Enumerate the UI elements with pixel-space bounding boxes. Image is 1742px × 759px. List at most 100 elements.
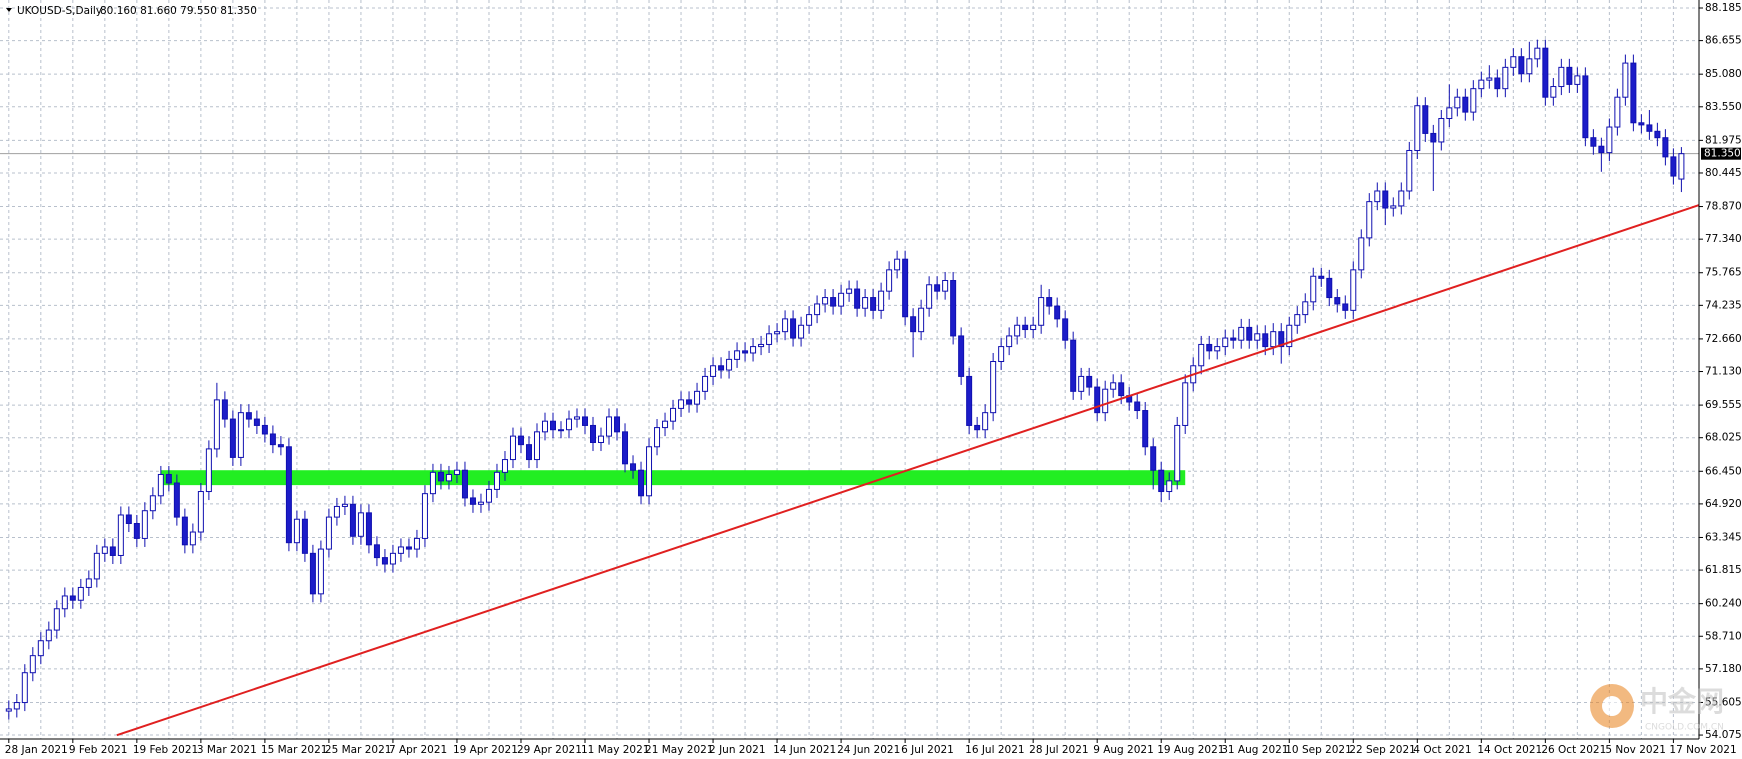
candle-body (1278, 331, 1285, 348)
x-tick-label: 15 Mar 2021 (261, 744, 328, 756)
candle-body (253, 418, 260, 426)
candle-body (1486, 77, 1493, 81)
candle-body (421, 493, 428, 539)
candle-body (157, 473, 164, 497)
candle-body (1518, 56, 1525, 75)
candle-body (141, 510, 148, 539)
watermark-logo-inner (1602, 696, 1622, 716)
candle-body (37, 640, 44, 657)
candle-body (1102, 388, 1109, 414)
candle-body (1398, 190, 1405, 207)
candle-body (1150, 446, 1157, 471)
candle-body (878, 290, 885, 311)
menu-arrow (6, 8, 12, 12)
candle-body (1390, 205, 1397, 209)
candle-body (1326, 277, 1333, 299)
candle-body (61, 595, 68, 610)
candle-body (990, 361, 997, 414)
candle-body (541, 420, 548, 433)
candle-body (557, 429, 564, 432)
candle-body (293, 518, 300, 544)
candle-body (1174, 424, 1181, 482)
candle-body (1422, 105, 1429, 134)
candle-body (437, 471, 444, 482)
candle-body (133, 523, 140, 539)
candle-body (966, 375, 973, 426)
candle-body (822, 297, 829, 305)
candle-body (173, 482, 180, 518)
candle-body (549, 420, 556, 431)
candle-body (1662, 137, 1669, 158)
candle-body (806, 314, 813, 326)
candle-body (1270, 331, 1277, 348)
watermark-title: 中金网 (1640, 685, 1724, 718)
candle-body (1286, 324, 1293, 348)
candle-body (269, 433, 276, 446)
candle-body (566, 418, 573, 431)
candle-body (493, 471, 500, 490)
candle-body (165, 473, 172, 484)
candle-body (1110, 382, 1117, 390)
price-label: 81.350 (1704, 148, 1741, 160)
candle-body (1446, 107, 1453, 120)
candle-body (782, 318, 789, 333)
candle-body (790, 318, 797, 339)
y-tick-label: 69.555 (1705, 399, 1742, 411)
x-tick-label: 3 Mar 2021 (197, 744, 257, 756)
candle-body (734, 350, 741, 360)
candle-body (902, 258, 909, 318)
x-tick-label: 2 Jun 2021 (709, 744, 765, 756)
y-tick-label: 86.655 (1705, 35, 1742, 47)
candle-body (1582, 75, 1589, 139)
candle-body (1462, 96, 1469, 113)
candle-body (317, 548, 324, 595)
candle-body (702, 375, 709, 392)
candle-body (205, 448, 212, 493)
candle-body (582, 416, 589, 426)
candle-body (197, 491, 204, 533)
candle-body (1590, 137, 1597, 147)
candle-body (181, 516, 188, 546)
candle-body (750, 346, 757, 354)
y-tick-label: 75.765 (1705, 267, 1742, 279)
candle-body (1646, 124, 1653, 132)
y-tick-label: 68.025 (1705, 432, 1742, 444)
candle-body (1678, 153, 1685, 180)
candle-body (13, 702, 20, 710)
symbol-label: UKOUSD-S,Daily (17, 5, 102, 17)
y-tick-label: 83.550 (1705, 101, 1742, 113)
candle-body (1342, 303, 1349, 311)
candle-body (517, 435, 524, 446)
candle-body (654, 427, 661, 448)
candle-body (814, 303, 821, 316)
candle-body (525, 444, 532, 461)
candle-body (1062, 318, 1069, 341)
candle-body (918, 307, 925, 333)
y-tick-label: 57.180 (1705, 663, 1742, 675)
candle-body (1038, 297, 1045, 326)
candle-body (1182, 382, 1189, 426)
candle-body (1070, 339, 1077, 392)
candle-body (365, 512, 372, 546)
candle-body (453, 469, 460, 475)
candle-body (774, 331, 781, 335)
candle-body (1046, 297, 1053, 307)
candle-body (614, 416, 621, 433)
x-tick-label: 16 Jul 2021 (965, 744, 1024, 756)
y-tick-label: 72.660 (1705, 333, 1742, 345)
candle-body (1214, 346, 1221, 352)
candle-body (1566, 66, 1573, 85)
candle-body (189, 531, 196, 546)
candle-body (1430, 132, 1437, 143)
candle-body (686, 399, 693, 405)
candle-body (678, 399, 685, 409)
candle-body (1438, 118, 1445, 143)
candle-body (333, 505, 340, 518)
candle-body (1166, 480, 1173, 493)
candle-body (285, 446, 292, 544)
x-tick-label: 9 Aug 2021 (1093, 744, 1154, 756)
candle-body (1350, 269, 1357, 311)
candle-body (934, 284, 941, 292)
x-tick-label: 29 Apr 2021 (517, 744, 582, 756)
